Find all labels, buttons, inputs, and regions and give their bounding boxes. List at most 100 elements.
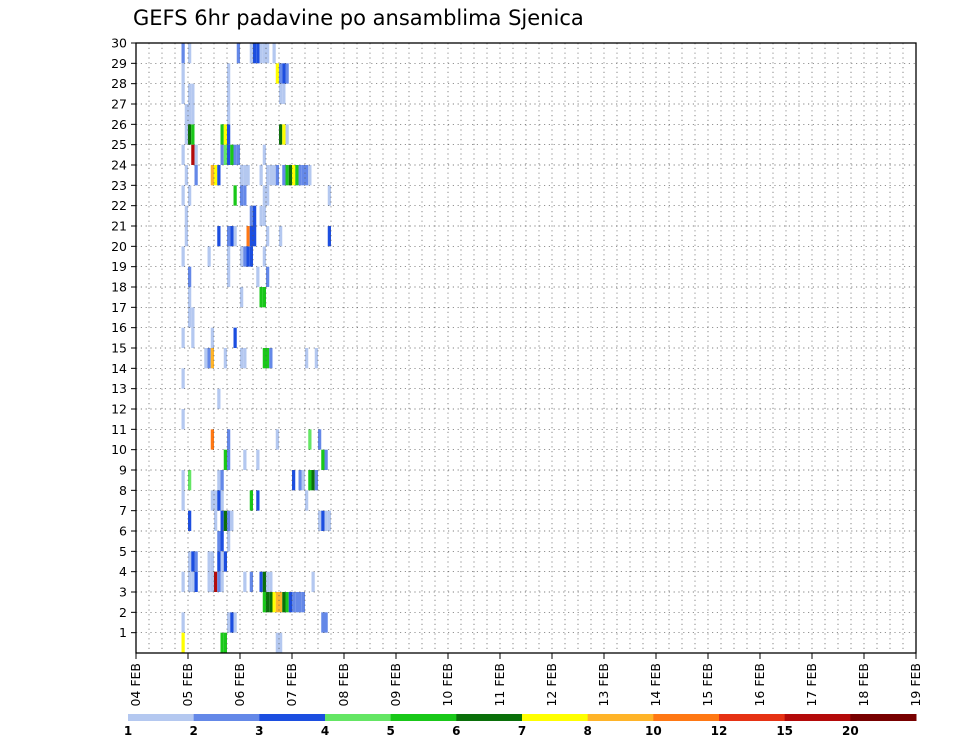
heatmap-cell [217, 388, 221, 409]
heatmap-cell [223, 144, 227, 165]
heatmap-cell [230, 510, 234, 531]
heatmap-cell [292, 165, 296, 186]
heatmap-cell [259, 287, 263, 308]
heatmap-cell [275, 429, 279, 450]
heatmap-cell [262, 348, 266, 369]
heatmap-cell [188, 571, 192, 592]
heatmap-cell [220, 490, 224, 511]
x-tick-label: 13 FEB [596, 663, 611, 707]
heatmap-cell [214, 510, 218, 531]
heatmap-cell [188, 266, 192, 287]
colorbar-label: 4 [321, 724, 329, 738]
heatmap-cell [269, 348, 273, 369]
heatmap-cell [217, 571, 221, 592]
heatmap-cell [308, 165, 312, 186]
heatmap-cell [324, 510, 328, 531]
heatmap-cell [282, 592, 286, 613]
y-tick-label: 21 [111, 219, 127, 234]
y-tick-label: 5 [119, 544, 127, 559]
heatmap-cell [318, 510, 322, 531]
heatmap-cell [207, 551, 211, 572]
heatmap-cell [321, 612, 325, 633]
heatmap-cell [204, 348, 208, 369]
heatmap-cell [295, 592, 299, 613]
heatmap-cell [236, 43, 240, 64]
heatmap-cell [191, 551, 195, 572]
y-tick-label: 16 [111, 320, 127, 335]
colorbar-swatch [850, 714, 917, 721]
heatmap-cell [282, 83, 286, 104]
heatmap-cell [262, 205, 266, 226]
heatmap-cell [262, 246, 266, 267]
heatmap-cell [305, 348, 309, 369]
heatmap-cell [214, 571, 218, 592]
heatmap-cell [243, 185, 247, 206]
heatmap-cell [269, 592, 273, 613]
heatmap-cell [207, 246, 211, 267]
x-tick-label: 15 FEB [700, 663, 715, 707]
heatmap-cell [279, 63, 283, 84]
heatmap-cell [188, 307, 192, 328]
heatmap-cell [184, 124, 188, 145]
heatmap-cell [308, 429, 312, 450]
heatmap-cell [262, 287, 266, 308]
heatmap-cell [188, 83, 192, 104]
heatmap-cell [227, 144, 231, 165]
x-tick-label: 10 FEB [440, 663, 455, 707]
heatmap-cell [311, 571, 315, 592]
heatmap-cell [181, 144, 185, 165]
colorbar-label: 3 [255, 724, 263, 738]
colorbar-swatch [522, 714, 589, 721]
heatmap-cell [181, 185, 185, 206]
heatmap-cell [240, 165, 244, 186]
heatmap-cell [253, 43, 257, 64]
heatmap-cell [191, 144, 195, 165]
colorbar-swatch [325, 714, 392, 721]
y-tick-label: 4 [119, 564, 127, 579]
heatmap-cell [253, 226, 257, 247]
heatmap-cell [282, 124, 286, 145]
heatmap-cell [256, 266, 260, 287]
heatmap-cell [194, 165, 198, 186]
heatmap-cell [233, 327, 237, 348]
heatmap-cell [227, 63, 231, 84]
colorbar-label: 12 [711, 724, 728, 738]
heatmap-cell [275, 632, 279, 653]
heatmap-cell [266, 266, 270, 287]
colorbar-label: 5 [386, 724, 394, 738]
heatmap-cell [230, 144, 234, 165]
heatmap-cell [256, 43, 260, 64]
colorbar-swatch [128, 714, 195, 721]
heatmap-cell [220, 144, 224, 165]
heatmap-cell [305, 490, 309, 511]
heatmap-cell [210, 490, 214, 511]
heatmap-cell [227, 266, 231, 287]
heatmap-cell [292, 592, 296, 613]
colorbar-label: 2 [189, 724, 197, 738]
y-tick-label: 27 [111, 97, 127, 112]
heatmap-cell [184, 226, 188, 247]
heatmap-cell [311, 470, 315, 491]
heatmap-cell [181, 246, 185, 267]
heatmap-cell [217, 165, 221, 186]
heatmap-cell [210, 327, 214, 348]
heatmap-cell [266, 348, 270, 369]
heatmap-cell [181, 571, 185, 592]
heatmap-cell [230, 226, 234, 247]
heatmap-cell [227, 510, 231, 531]
heatmap-cell [214, 165, 218, 186]
heatmap-cell [227, 124, 231, 145]
heatmap-cell [188, 287, 192, 308]
heatmap-cell [223, 632, 227, 653]
colorbar-label: 15 [776, 724, 793, 738]
y-tick-label: 2 [119, 605, 127, 620]
heatmap-cells [181, 43, 331, 653]
heatmap-cell [233, 144, 237, 165]
heatmap-cell [227, 226, 231, 247]
y-tick-label: 25 [111, 137, 127, 152]
heatmap-cell [266, 165, 270, 186]
x-tick-label: 18 FEB [856, 663, 871, 707]
heatmap-cell [191, 307, 195, 328]
heatmap-cell [188, 124, 192, 145]
heatmap-cell [184, 165, 188, 186]
